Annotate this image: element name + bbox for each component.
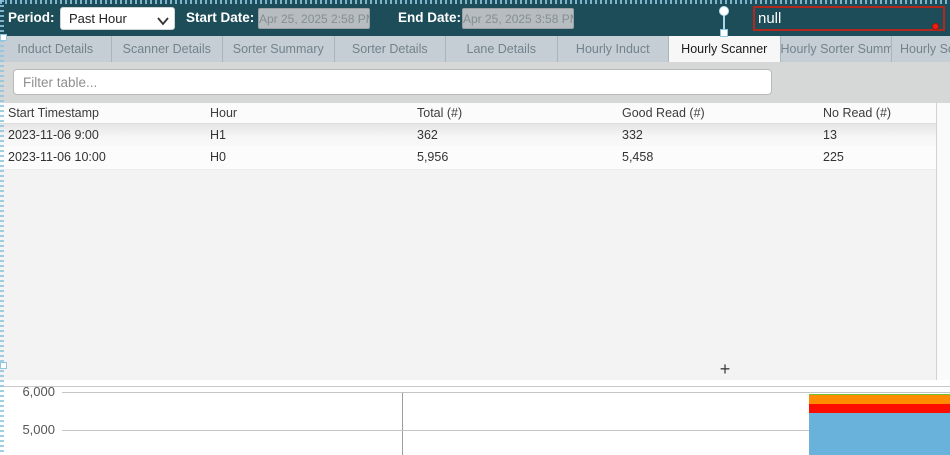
tab-bar: Induct Details Scanner Details Sorter Su… bbox=[0, 36, 950, 62]
bar-segment bbox=[809, 393, 950, 396]
y-gridline bbox=[62, 430, 950, 431]
selection-handle-square[interactable] bbox=[720, 29, 728, 37]
start-date-label: Start Date: bbox=[186, 10, 255, 25]
chart-plot: 6,000 5,000 bbox=[0, 387, 950, 455]
end-date-label: End Date: bbox=[398, 10, 462, 25]
cell-total: 5,956 bbox=[417, 150, 449, 165]
table-scrollbar[interactable] bbox=[936, 103, 950, 380]
start-date-input[interactable] bbox=[258, 8, 370, 29]
table-row[interactable]: 2023-11-06 10:00 H0 5,956 5,458 225 bbox=[0, 146, 936, 169]
tab-lane-details[interactable]: Lane Details bbox=[446, 36, 558, 62]
selection-connector-line bbox=[723, 10, 725, 31]
col-good-read[interactable]: Good Read (#) bbox=[612, 103, 813, 124]
col-total[interactable]: Total (#) bbox=[407, 103, 612, 124]
cell-start-timestamp: 2023-11-06 9:00 bbox=[8, 127, 99, 142]
y-axis-tick-label: 5,000 bbox=[22, 422, 55, 437]
table-header-row: Start Timestamp Hour Total (#) Good Read… bbox=[0, 103, 936, 124]
cell-good-read: 5,458 bbox=[622, 150, 654, 165]
chart-vertical-gridline bbox=[402, 392, 403, 455]
hourly-scanner-table: Start Timestamp Hour Total (#) Good Read… bbox=[0, 103, 936, 170]
selection-handle-left-top[interactable] bbox=[0, 34, 7, 41]
tab-hourly-induct[interactable]: Hourly Induct bbox=[558, 36, 669, 62]
y-gridline bbox=[62, 392, 950, 393]
panel-divider bbox=[0, 380, 950, 387]
cell-start-timestamp: 2023-11-06 10:00 bbox=[8, 150, 106, 165]
table-row[interactable]: 2023-11-06 9:00 H1 362 332 13 bbox=[0, 123, 936, 146]
filter-table-input[interactable] bbox=[13, 69, 772, 95]
bar-segment bbox=[809, 394, 950, 405]
tab-sorter-summary[interactable]: Sorter Summary bbox=[223, 36, 335, 62]
period-label: Period: bbox=[8, 10, 55, 25]
period-select[interactable]: Past Hour bbox=[60, 7, 175, 30]
tab-hourly-scanner[interactable]: Hourly Scanner bbox=[669, 36, 781, 62]
tab-induct-details[interactable]: Induct Details bbox=[0, 36, 112, 62]
end-date-input[interactable] bbox=[462, 8, 574, 29]
toolbar: Period: Past Hour Start Date: End Date: … bbox=[0, 0, 950, 36]
tab-hourly-sorter-summary[interactable]: Hourly Sorter Summar bbox=[781, 36, 892, 62]
col-no-read[interactable]: No Read (#) bbox=[813, 103, 936, 124]
selection-handle-left-bottom[interactable] bbox=[0, 362, 7, 369]
cell-hour: H1 bbox=[210, 127, 226, 142]
cell-no-read: 13 bbox=[823, 127, 837, 142]
tab-scanner-details[interactable]: Scanner Details bbox=[112, 36, 223, 62]
tab-hourly-sorter-details[interactable]: Hourly Sort bbox=[900, 42, 950, 56]
selection-handle-circle[interactable] bbox=[719, 6, 729, 16]
cell-total: 362 bbox=[417, 127, 438, 142]
y-axis-tick-label: 6,000 bbox=[22, 387, 55, 399]
cell-hour: H0 bbox=[210, 150, 226, 165]
tab-sorter-details[interactable]: Sorter Details bbox=[335, 36, 446, 62]
cell-good-read: 332 bbox=[622, 127, 643, 142]
bar-segment bbox=[809, 404, 950, 413]
bar-segment bbox=[809, 412, 950, 455]
selection-dashed-border-top bbox=[0, 0, 950, 4]
cell-no-read: 225 bbox=[823, 150, 844, 165]
filter-panel bbox=[0, 62, 950, 103]
add-button[interactable]: + bbox=[719, 359, 731, 379]
table-panel: Start Timestamp Hour Total (#) Good Read… bbox=[0, 103, 950, 380]
overlay-null-field[interactable]: null bbox=[753, 6, 945, 31]
col-start-timestamp[interactable]: Start Timestamp bbox=[0, 103, 200, 124]
col-hour[interactable]: Hour bbox=[200, 103, 407, 124]
error-dot-icon bbox=[932, 23, 939, 30]
selection-dashed-border-left bbox=[0, 0, 4, 455]
